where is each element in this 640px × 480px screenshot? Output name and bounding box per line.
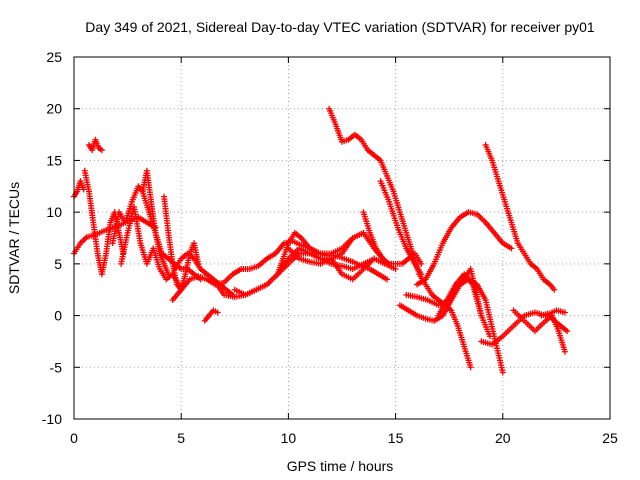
data-point [508, 245, 515, 252]
data-point [499, 369, 506, 376]
tick-layer: 0 5 10 15 20 25 -10 -5 0 5 10 15 20 25 [42, 49, 618, 446]
data-point [98, 147, 105, 154]
series-arc23 [482, 141, 558, 293]
x-tick-label: 15 [388, 430, 404, 446]
y-tick-label: 25 [46, 49, 62, 65]
data-point [384, 276, 391, 283]
data-point [392, 266, 399, 273]
series-arc21 [414, 209, 515, 288]
series-arc18 [377, 178, 425, 278]
series-arc5 [109, 167, 172, 278]
y-tick-label: -5 [50, 359, 63, 375]
data-point [561, 309, 568, 316]
data-point [418, 271, 425, 278]
y-tick-label: 0 [54, 308, 62, 324]
x-tick-label: 5 [177, 430, 185, 446]
x-tick-label: 0 [70, 430, 78, 446]
y-tick-label: -10 [42, 411, 62, 427]
data-point [564, 328, 571, 335]
y-axis-label: SDTVAR / TECUs [6, 182, 22, 294]
series-arc26 [538, 310, 571, 335]
x-tick-label: 25 [602, 430, 618, 446]
series-arc2 [71, 178, 87, 200]
data-point [418, 260, 425, 267]
data-point [551, 286, 558, 293]
x-axis-label: GPS time / hours [287, 458, 394, 474]
data-point [486, 333, 493, 340]
series-arc6 [118, 203, 183, 288]
x-tick-label: 20 [495, 430, 511, 446]
y-tick-label: 20 [46, 101, 62, 117]
series-arc11 [201, 307, 221, 324]
data-layer [71, 105, 571, 376]
series-arc4 [86, 136, 105, 154]
data-point [561, 348, 568, 355]
y-tick-label: 5 [54, 256, 62, 272]
data-point [214, 309, 221, 316]
chart-title: Day 349 of 2021, Sidereal Day-to-day VTE… [85, 19, 595, 35]
series-arc16 [326, 105, 474, 371]
plot-frame [73, 56, 611, 420]
series-arc22 [435, 271, 493, 340]
series-arc3 [81, 167, 127, 278]
data-point [467, 364, 474, 371]
x-tick-label: 10 [281, 430, 297, 446]
y-tick-label: 15 [46, 152, 62, 168]
y-tick-label: 10 [46, 204, 62, 220]
series-arc14 [274, 250, 399, 283]
